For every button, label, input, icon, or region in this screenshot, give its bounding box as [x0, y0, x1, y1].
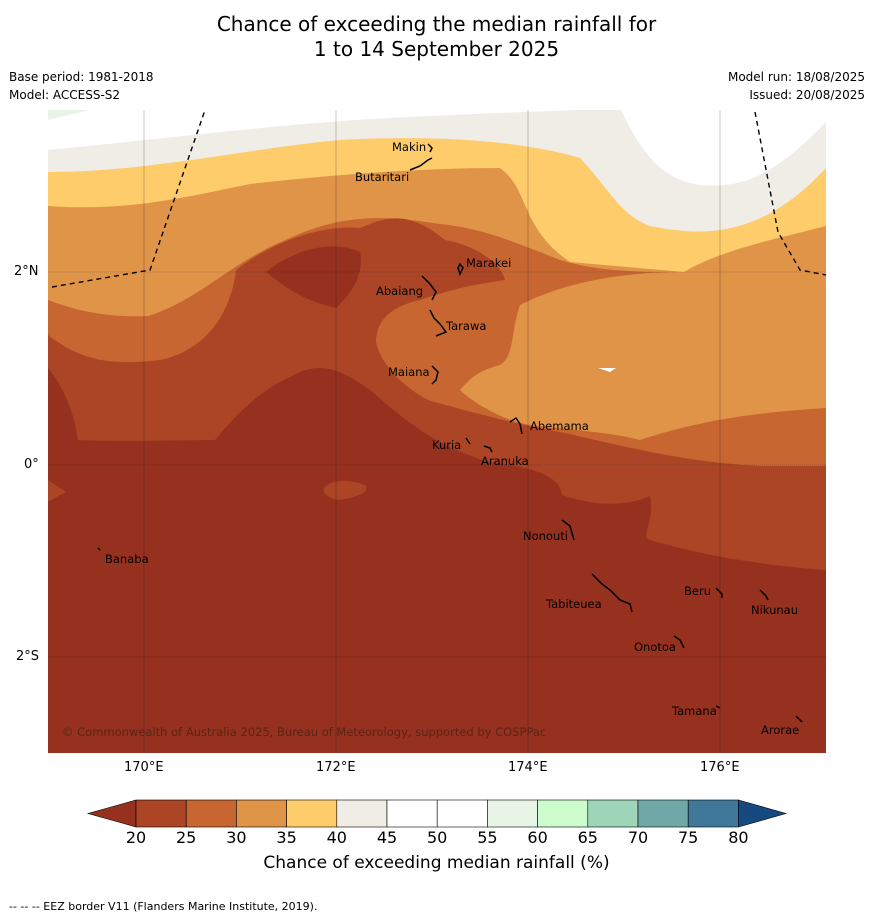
contour-20-25-coast [48, 480, 66, 502]
colorbar-tick-label: 65 [577, 828, 598, 847]
map-contours [48, 110, 826, 753]
colorbar [86, 799, 788, 828]
place-arorae: Arorae [761, 723, 799, 737]
colorbar-swatch [537, 799, 589, 828]
base-period: Base period: 1981-2018 [9, 70, 154, 84]
colorbar-swatch [587, 799, 639, 828]
colorbar-tick-label: 80 [728, 828, 749, 847]
map-title: Chance of exceeding the median rainfall … [0, 12, 873, 62]
grid-lines [48, 110, 826, 753]
lat-tick-2s: 2°S [16, 649, 40, 664]
place-beru: Beru [684, 584, 711, 598]
meta-left: Base period: 1981-2018 Model: ACCESS-S2 [9, 68, 154, 104]
contour-20-25-patch [323, 480, 367, 500]
colorbar-tick-label: 40 [326, 828, 347, 847]
colorbar-swatch [637, 799, 689, 828]
lat-tick-0: 0° [24, 457, 39, 472]
colorbar-swatch [436, 799, 488, 828]
meta-right: Model run: 18/08/2025 Issued: 20/08/2025 [728, 68, 865, 104]
contour-white-speck [598, 368, 616, 372]
island-tamana [715, 705, 721, 709]
place-labels: Makin Butaritari Marakei Abaiang Tarawa … [105, 140, 799, 737]
title-line-1: Chance of exceeding the median rainfall … [216, 12, 657, 36]
footer-note: -- -- -- EEZ border V11 (Flanders Marine… [9, 900, 318, 913]
place-nikunau: Nikunau [751, 603, 798, 617]
colorbar-swatch [386, 799, 438, 828]
place-marakei: Marakei [466, 256, 511, 270]
island-beru [715, 587, 723, 598]
place-onotoa: Onotoa [634, 640, 676, 654]
colorbar-tick-label: 50 [427, 828, 448, 847]
island-onotoa [673, 635, 685, 649]
copyright-notice: © Commonwealth of Australia 2025, Bureau… [62, 725, 546, 739]
place-maiana: Maiana [388, 365, 430, 379]
place-nonouti: Nonouti [523, 529, 568, 543]
colorbar-tick-label: 25 [176, 828, 197, 847]
island-banaba [97, 547, 101, 551]
colorbar-tick-label: 75 [678, 828, 699, 847]
colorbar-swatch [687, 799, 739, 828]
place-aranuka: Aranuka [481, 454, 529, 468]
title-line-2: 1 to 14 September 2025 [313, 37, 560, 61]
island-maiana [431, 365, 439, 385]
colorbar-swatch [135, 799, 187, 828]
place-tarawa: Tarawa [445, 319, 486, 333]
place-abemama: Abemama [530, 419, 589, 433]
contour-green-patch [48, 110, 90, 120]
island-kuria [465, 437, 471, 445]
island-nonouti [561, 519, 575, 541]
island-aranuka [483, 445, 493, 453]
colorbar-swatch [286, 799, 338, 828]
colorbar-swatch [487, 799, 538, 828]
colorbar-tick-label: 35 [276, 828, 297, 847]
island-arorae [795, 715, 803, 723]
island-nikunau [759, 589, 769, 601]
lon-tick-172e: 172°E [316, 760, 356, 775]
island-butaritari [409, 157, 433, 171]
island-tarawa [429, 309, 448, 337]
place-kuria: Kuria [432, 438, 461, 452]
island-makin [427, 143, 433, 153]
issued-date: Issued: 20/08/2025 [749, 88, 865, 102]
colorbar-tick-label: 70 [627, 828, 649, 847]
place-tamana: Tamana [671, 704, 717, 718]
island-abaiang [421, 275, 437, 301]
model-name: Model: ACCESS-S2 [9, 88, 121, 102]
colorbar-tick-label: 55 [477, 828, 498, 847]
model-run: Model run: 18/08/2025 [727, 70, 865, 84]
place-banaba: Banaba [105, 552, 149, 566]
colorbar-swatch [185, 799, 237, 828]
contour-below-20-west [266, 246, 361, 308]
colorbar-tick-label: 30 [226, 828, 247, 847]
island-abemama [509, 416, 523, 435]
lon-tick-170e: 170°E [124, 760, 164, 775]
place-butaritari: Butaritari [355, 170, 409, 184]
contour-below-20 [48, 368, 826, 753]
colorbar-tick-label: 20 [125, 828, 147, 847]
place-makin: Makin [392, 140, 426, 154]
colorbar-swatch [236, 799, 287, 828]
island-tabiteuea [591, 573, 633, 613]
colorbar-label: Chance of exceeding median rainfall (%) [263, 853, 610, 873]
place-tabiteuea: Tabiteuea [545, 597, 602, 611]
island-marakei [457, 262, 464, 276]
lat-tick-2n: 2°N [14, 264, 39, 279]
colorbar-swatch [336, 799, 388, 828]
colorbar-tick-label: 60 [527, 828, 548, 847]
colorbar-extend-low [86, 799, 137, 828]
eez-border [51, 109, 827, 288]
lon-tick-174e: 174°E [508, 760, 548, 775]
lon-tick-176e: 176°E [700, 760, 740, 775]
place-abaiang: Abaiang [376, 284, 423, 298]
colorbar-extend-high [738, 799, 788, 828]
islands [97, 143, 803, 723]
colorbar-tick-label: 45 [376, 828, 398, 847]
